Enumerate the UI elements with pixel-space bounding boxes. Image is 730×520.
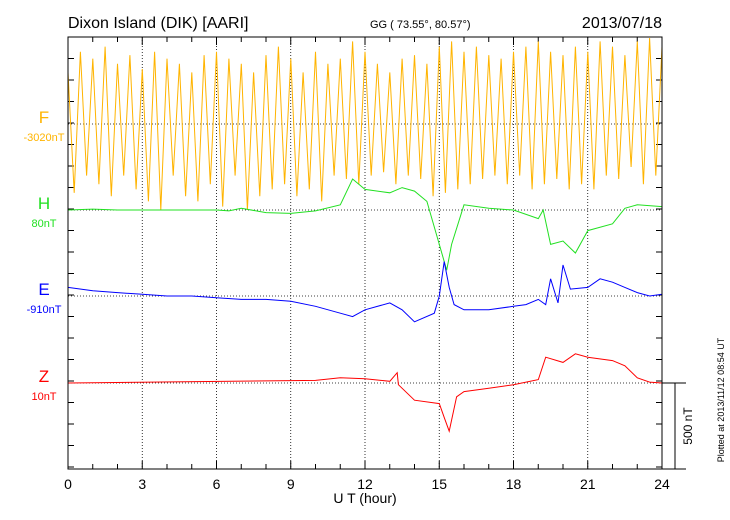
chart-title: Dixon Island (DIK) [AARI] [68,15,249,32]
chart-date: 2013/07/18 [582,15,662,32]
x-tick-label: 15 [431,476,447,492]
x-axis-label: U T (hour) [333,490,396,506]
component-label-z: Z [39,367,49,386]
series-line-e [67,261,663,323]
plotted-at-footnote: Plotted at 2013/11/12 08:54 UT [716,337,726,462]
component-label-f: F [39,108,49,127]
x-tick-label: 18 [506,476,522,492]
x-tick-label: 12 [357,476,373,492]
component-label-e: E [38,280,49,299]
plot-frame [67,36,663,470]
series-line-z [67,353,663,434]
baseline-label-h: 80nT [31,218,56,230]
station-coords: GG ( 73.55°, 80.57°) [370,19,471,31]
x-tick-label: 6 [213,476,221,492]
x-tick-label: 9 [287,476,295,492]
baseline-label-f: -3020nT [24,132,65,144]
series-line-h [67,178,663,271]
x-tick-label: 24 [654,476,670,492]
baseline-label-e: -910nT [27,304,62,316]
x-tick-label: 3 [138,476,146,492]
scale-label: 500 nT [681,407,695,445]
x-tick-label: 21 [580,476,596,492]
x-tick-label: 0 [64,476,72,492]
series-line-f [67,37,663,211]
component-label-h: H [38,194,50,213]
baseline-label-z: 10nT [31,391,56,403]
